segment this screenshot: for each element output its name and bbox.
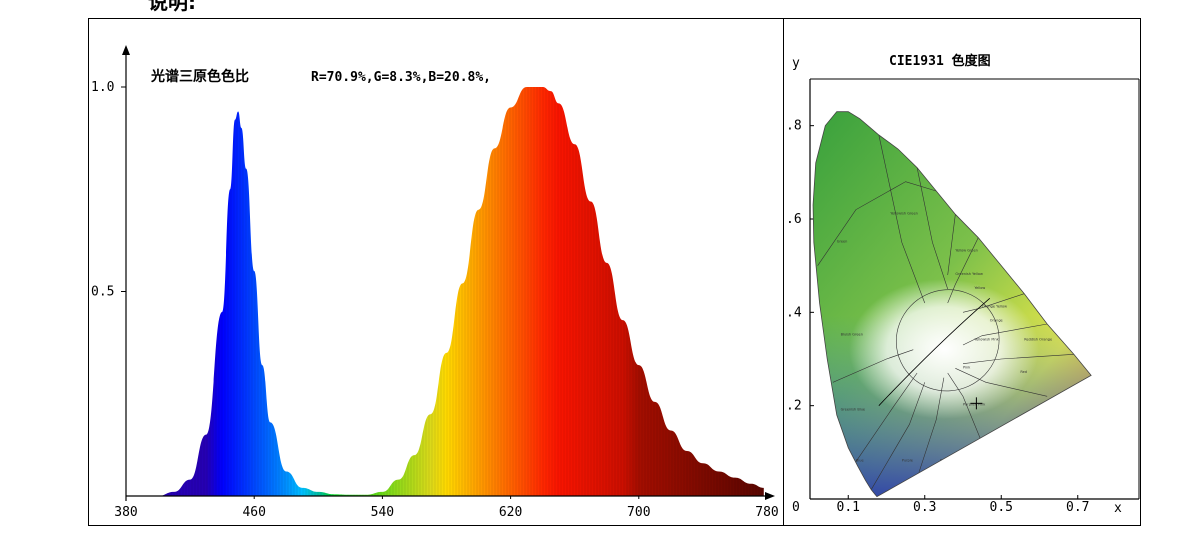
cie-title: CIE1931 色度图 [889, 53, 991, 69]
cie-region-label: Reddish Purple [940, 459, 966, 463]
cie-x-tick-label: 0.3 [913, 500, 936, 515]
cie-region-boundary [878, 134, 926, 304]
spectrum-curve [126, 87, 764, 496]
cie-region-label: Pink [963, 365, 971, 369]
cie-region-label: Purplish Pink [963, 403, 986, 407]
cie-region-label: Greenish Yellow [955, 272, 983, 276]
cie-region-label: Blue [856, 459, 864, 463]
y-ticks: 1.0 0.5 [91, 80, 126, 300]
cie-region-label: Greenish Blue [841, 407, 865, 411]
cie-color-fill: Green Yellowish Green Yellow Green Greenish… [813, 111, 1092, 497]
cie-region-boundary [916, 167, 948, 290]
cie-y-label: y [792, 56, 800, 71]
x-tick-label: 380 [114, 505, 137, 520]
cie-diagram: y x CIE1931 色度图 0 0.1 0.3 0.5 0.7 .8 .6 .4 .2 Gr… [786, 53, 1140, 516]
cie-region-boundary [962, 293, 1025, 313]
planckian-locus [878, 298, 991, 406]
cie-region-boundary [947, 214, 956, 276]
x-tick-label: 780 [755, 505, 778, 520]
cie-x-tick-label: 0.1 [837, 500, 860, 515]
cie-x-tick-label: 0.7 [1066, 500, 1089, 515]
cie-region-label: Green [837, 239, 848, 243]
y-tick-label: 1.0 [91, 80, 114, 95]
cie-white-boundary [895, 289, 1000, 392]
chart-subtitle: R=70.9%,G=8.3%,B=20.8%, [311, 70, 491, 85]
x-tick-label: 540 [371, 505, 394, 520]
cie-region-boundary [912, 377, 945, 490]
cie-panel: y x CIE1931 色度图 0 0.1 0.3 0.5 0.7 .8 .6 .4 .2 Gr… [783, 18, 1141, 526]
header-fragment: 说明: [148, 0, 196, 14]
chart-title: 光谱三原色色比 [150, 68, 249, 85]
cie-region-label: Red [1020, 370, 1027, 374]
x-tick-label: 460 [242, 505, 265, 520]
cie-region-boundary [962, 354, 1074, 364]
cie-x-tick-label: 0 [792, 500, 800, 515]
cie-ticks: 0 0.1 0.3 0.5 0.7 .8 .6 .4 .2 [786, 119, 1089, 515]
cie-region-boundary [832, 349, 914, 383]
cie-x-label: x [1114, 501, 1122, 516]
x-tick-label: 700 [627, 505, 650, 520]
cie-x-tick-label: 0.5 [990, 500, 1013, 515]
cie-region-label: Purple [902, 459, 913, 463]
cie-region-boundary [855, 372, 918, 462]
cie-region-boundary [947, 372, 983, 444]
spectrum-panel: 光谱三原色色比 R=70.9%,G=8.3%,B=20.8%, 1.0 0.5 3… [88, 18, 784, 526]
cie-y-tick-label: .8 [786, 119, 802, 134]
cie-y-tick-label: .2 [786, 399, 802, 414]
cie-region-label: Yellow [974, 286, 985, 290]
x-tick-label: 620 [499, 505, 522, 520]
cie-region-label: Yellowish Pink [974, 337, 999, 341]
cie-region-label: Reddish Orange [1024, 337, 1052, 341]
cie-region-label: Orange [990, 319, 1003, 323]
y-tick-label: 0.5 [91, 285, 114, 300]
cie-region-boundary [955, 368, 1048, 397]
cie-region-label: Bluish Green [841, 333, 863, 337]
cie-region-label: Yellowish Green [890, 211, 918, 215]
cie-y-tick-label: .4 [786, 305, 802, 320]
cie-region-label: Yellow Green [955, 249, 978, 253]
spectrum-chart: 光谱三原色色比 R=70.9%,G=8.3%,B=20.8%, 1.0 0.5 3… [91, 45, 779, 520]
cie-region-boundary [962, 323, 1048, 346]
spectral-locus [812, 111, 1092, 498]
cie-region-boundary [870, 382, 926, 490]
x-ticks: 380 460 540 620 700 780 [114, 496, 779, 520]
cie-markers [970, 397, 983, 410]
cie-y-tick-label: .6 [786, 212, 802, 227]
y-axis-arrow [122, 45, 130, 55]
cie-region-boundary [947, 237, 979, 304]
cie-region-label: Purplish Red [990, 445, 1012, 449]
cie-region-label: Orange Yellow [982, 305, 1007, 309]
